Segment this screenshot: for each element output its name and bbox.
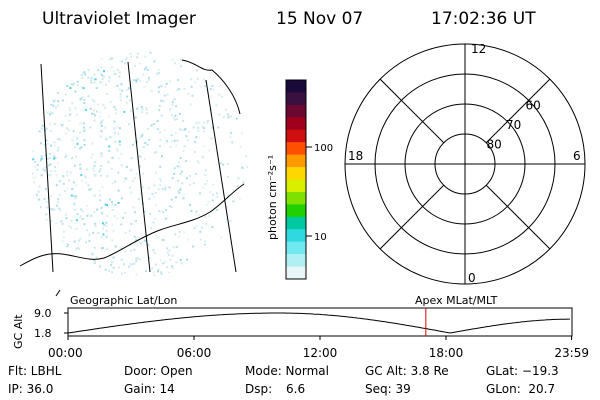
- colorbar-cell: [286, 191, 306, 205]
- glat-readout: GLat: −19.3: [486, 364, 559, 378]
- date-label: 15 Nov 07: [276, 9, 363, 29]
- mlt-diagonal: [379, 78, 445, 144]
- colorbar-cell: [286, 117, 306, 131]
- colorbar-cell: [286, 104, 306, 118]
- timeline-x-tick-label: 23:59: [554, 346, 589, 360]
- geographic-image-panel: [19, 51, 248, 297]
- mlt-diagonal: [485, 184, 551, 250]
- colorbar-cell: [286, 266, 306, 280]
- timeline-x-tick-label: 12:00: [303, 346, 338, 360]
- latitude-label-80: 80: [487, 138, 502, 152]
- latitude-label-70: 70: [506, 118, 521, 132]
- timeline-left-title: Geographic Lat/Lon: [70, 294, 177, 307]
- ip-readout: IP: 36.0: [8, 382, 53, 396]
- colorbar-cell: [286, 92, 306, 106]
- colorbar-frame: [285, 79, 307, 280]
- gc-alt-readout: GC Alt: 3.8 Re: [365, 364, 449, 378]
- timeline-x-tick-label: 00:00: [48, 346, 83, 360]
- timeline-x-tick-label: 06:00: [177, 346, 212, 360]
- colorbar-ticks: 100 10: [306, 143, 333, 243]
- colorbar-tick-label: 10: [314, 232, 327, 243]
- timeline-y-axis-label: GC Alt: [12, 314, 25, 349]
- latitude-label-60: 60: [526, 99, 541, 113]
- colorbar-cell: [286, 80, 306, 93]
- altitude-curve: [67, 312, 570, 334]
- colorbar-cell: [286, 229, 306, 243]
- colorbar-unit-label: photon cm⁻²s⁻¹: [266, 155, 279, 240]
- timeline-x-ticks: 00:00 06:00 12:00 18:00 23:59: [48, 336, 589, 360]
- mlt-diagonal: [379, 184, 445, 250]
- colorbar-gradient: [286, 80, 306, 280]
- dsp-value: 6.6: [286, 382, 305, 396]
- coastline-lines: [19, 59, 245, 297]
- gain-readout: Gain: 14: [124, 382, 175, 396]
- colorbar-cell: [286, 167, 306, 180]
- glon-readout: GLon: 20.7: [486, 382, 555, 396]
- status-readouts: Flt: LBHL Door: Open Mode: Normal GC Alt…: [8, 364, 559, 396]
- door-readout: Door: Open: [124, 364, 193, 378]
- colorbar-tick-label: 100: [314, 143, 333, 154]
- clock-label-0: 0: [468, 271, 476, 285]
- timeline-y-ticks: 9.0 1.8: [34, 307, 68, 340]
- clock-label-12: 12: [471, 42, 486, 56]
- colorbar-cell: [286, 142, 306, 156]
- colorbar-cell: [286, 179, 306, 193]
- timeline-right-title: Apex MLat/MLT: [415, 294, 498, 307]
- clock-label-6: 6: [573, 149, 581, 163]
- timeline-y-tick-label: 9.0: [34, 307, 52, 320]
- dsp-label: Dsp:: [245, 382, 272, 396]
- mode-readout: Mode: Normal: [245, 364, 329, 378]
- mlt-diagonal: [485, 78, 551, 144]
- timeline-y-tick-label: 1.8: [34, 327, 52, 340]
- clock-label-18: 18: [348, 149, 363, 163]
- colorbar-cell: [286, 154, 306, 168]
- polar-dial: [344, 43, 586, 285]
- seq-readout: Seq: 39: [365, 382, 411, 396]
- colorbar: 100 10 photon cm⁻²s⁻¹: [266, 79, 333, 280]
- colorbar-cell: [286, 129, 306, 143]
- time-label: 17:02:36 UT: [431, 9, 536, 29]
- colorbar-cell: [286, 241, 306, 255]
- timeline-panel: Geographic Lat/Lon Apex MLat/MLT GC Alt …: [12, 294, 589, 360]
- timeline-x-tick-label: 18:00: [429, 346, 464, 360]
- instrument-title: Ultraviolet Imager: [42, 9, 196, 29]
- colorbar-cell: [286, 216, 306, 230]
- colorbar-cell: [286, 204, 306, 218]
- filter-readout: Flt: LBHL: [8, 364, 62, 378]
- colorbar-cell: [286, 254, 306, 268]
